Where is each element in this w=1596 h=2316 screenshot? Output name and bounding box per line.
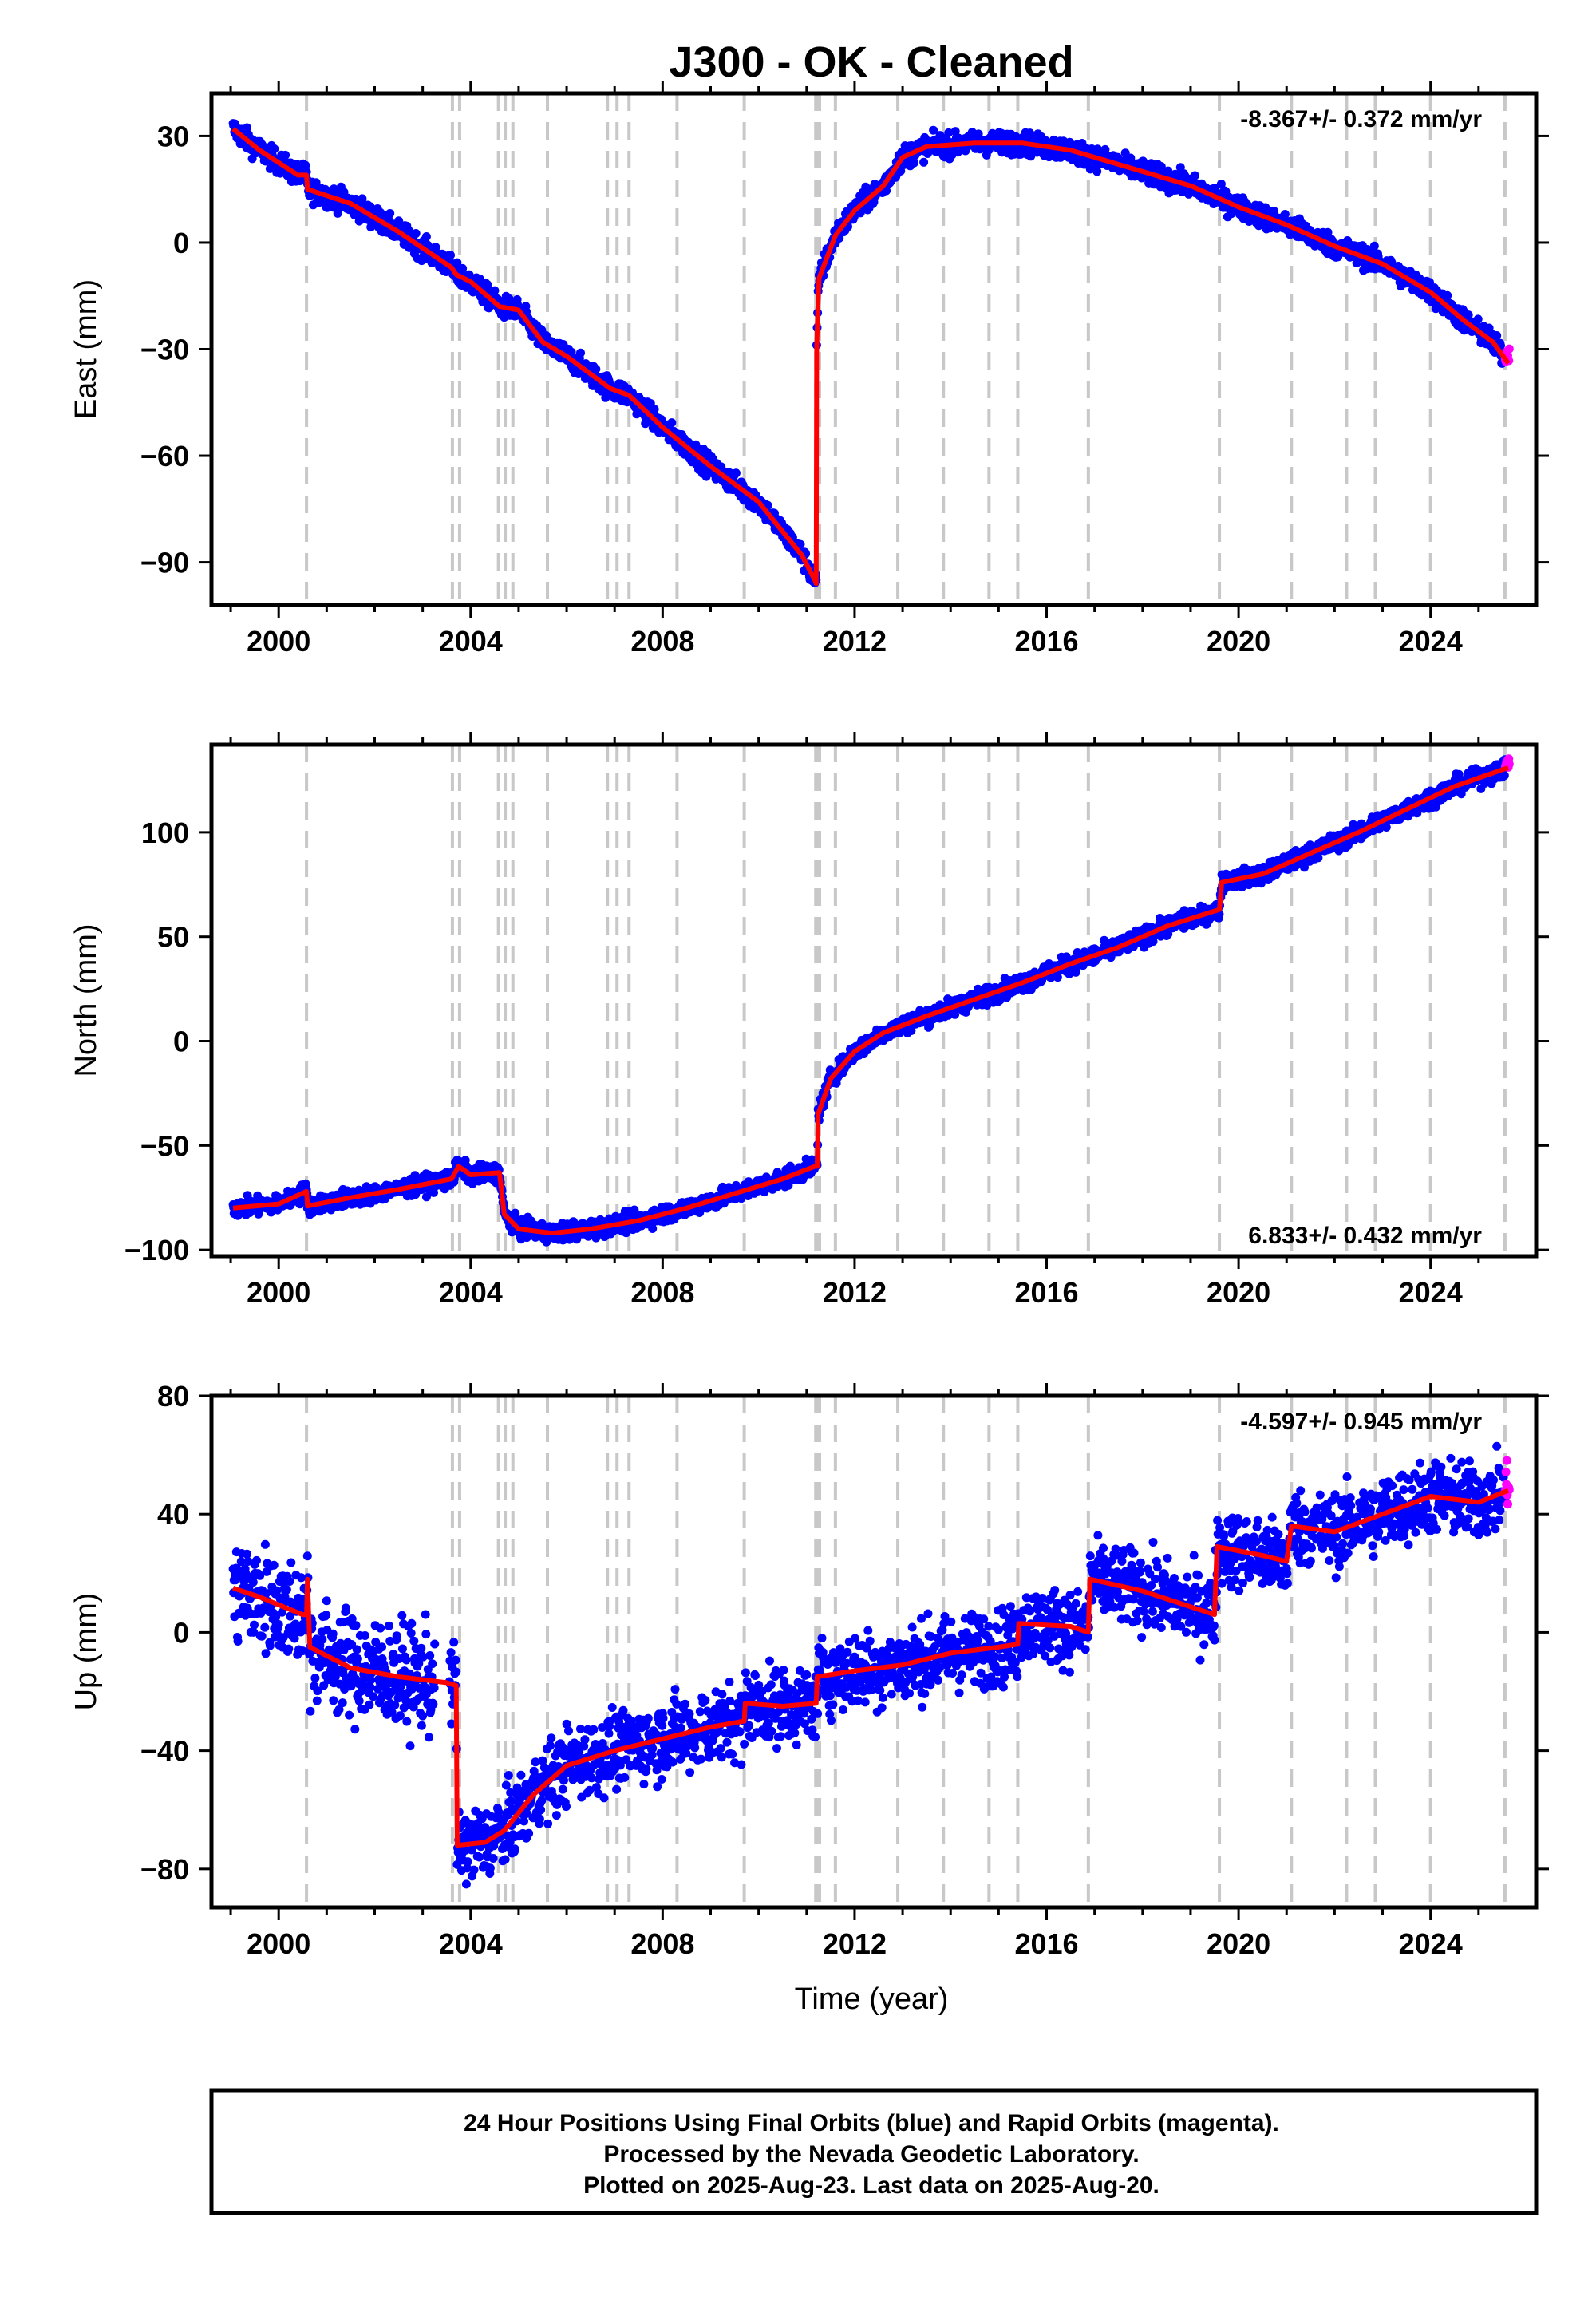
x-tick-label: 2020 <box>1207 625 1270 658</box>
east-panel: 2000 2004 2008 2012 2016 2020 2024 30 0 −30 −60 −90… <box>69 81 1549 658</box>
final-point <box>882 186 891 196</box>
y-tick-label: 30 <box>157 120 189 152</box>
final-point <box>1415 274 1424 283</box>
final-point <box>1053 973 1062 982</box>
rapid-point <box>1504 344 1514 354</box>
final-point <box>243 123 251 132</box>
x-tick-label: 2000 <box>247 625 310 658</box>
final-point <box>591 365 601 373</box>
final-point <box>567 347 576 357</box>
final-point <box>944 128 954 137</box>
final-point <box>1369 241 1379 251</box>
final-point <box>667 418 677 428</box>
plot-area <box>228 745 1514 1256</box>
final-point <box>1323 227 1333 237</box>
plot-area <box>228 93 1514 605</box>
final-point <box>861 182 871 192</box>
y-axis-label: East (mm) <box>69 279 103 419</box>
final-point <box>919 157 929 167</box>
y-tick-label: −30 <box>140 334 189 366</box>
final-point <box>796 539 805 549</box>
x-tick-label: 2008 <box>630 625 694 658</box>
final-point <box>385 209 395 218</box>
final-point <box>452 258 462 267</box>
final-point <box>1473 314 1483 324</box>
final-point <box>411 229 421 238</box>
north-panel: 2000 2004 2008 2012 2016 2020 2024100500−50−10… <box>69 732 1549 1309</box>
final-point <box>1492 331 1502 340</box>
final-point <box>421 232 431 241</box>
final-point <box>404 226 413 235</box>
final-point <box>929 125 938 135</box>
final-point <box>1280 210 1290 219</box>
final-point <box>896 166 906 176</box>
y-tick-label: −60 <box>140 440 189 472</box>
final-point <box>1443 290 1452 300</box>
final-point <box>446 251 455 260</box>
final-point <box>270 144 279 153</box>
final-point <box>576 348 585 358</box>
final-point <box>1092 167 1102 176</box>
final-point <box>359 1199 369 1208</box>
final-point <box>511 1208 520 1218</box>
final-point <box>731 468 741 478</box>
final-point <box>1100 144 1110 154</box>
y-tick-label: −90 <box>140 547 189 579</box>
model-line <box>231 127 1511 587</box>
final-point <box>281 150 290 160</box>
final-point <box>1484 323 1494 333</box>
plot-frame <box>209 91 1539 607</box>
final-point <box>1190 171 1199 180</box>
final-point <box>650 405 659 414</box>
final-point <box>1216 180 1226 188</box>
x-tick-label: 2004 <box>439 625 503 658</box>
final-point <box>431 243 440 252</box>
final-point <box>1065 969 1074 978</box>
y-tick-label: 0 <box>173 227 189 259</box>
x-tick-label: 2012 <box>823 625 887 658</box>
final-point <box>950 127 960 136</box>
x-tick-label: 2024 <box>1399 625 1463 658</box>
final-point <box>301 160 310 170</box>
x-tick-label: 2016 <box>1014 625 1078 658</box>
rate-text: -8.367+/- 0.372 mm/yr <box>1240 106 1482 132</box>
final-point <box>869 197 879 207</box>
final-point <box>490 286 500 295</box>
final-orbit-points <box>228 755 1510 1247</box>
final-point <box>648 1224 658 1233</box>
final-point <box>910 158 918 168</box>
final-orbit-points <box>228 119 1510 588</box>
final-point <box>458 263 468 273</box>
chart-title: J300 - OK - Cleaned <box>669 38 1073 86</box>
